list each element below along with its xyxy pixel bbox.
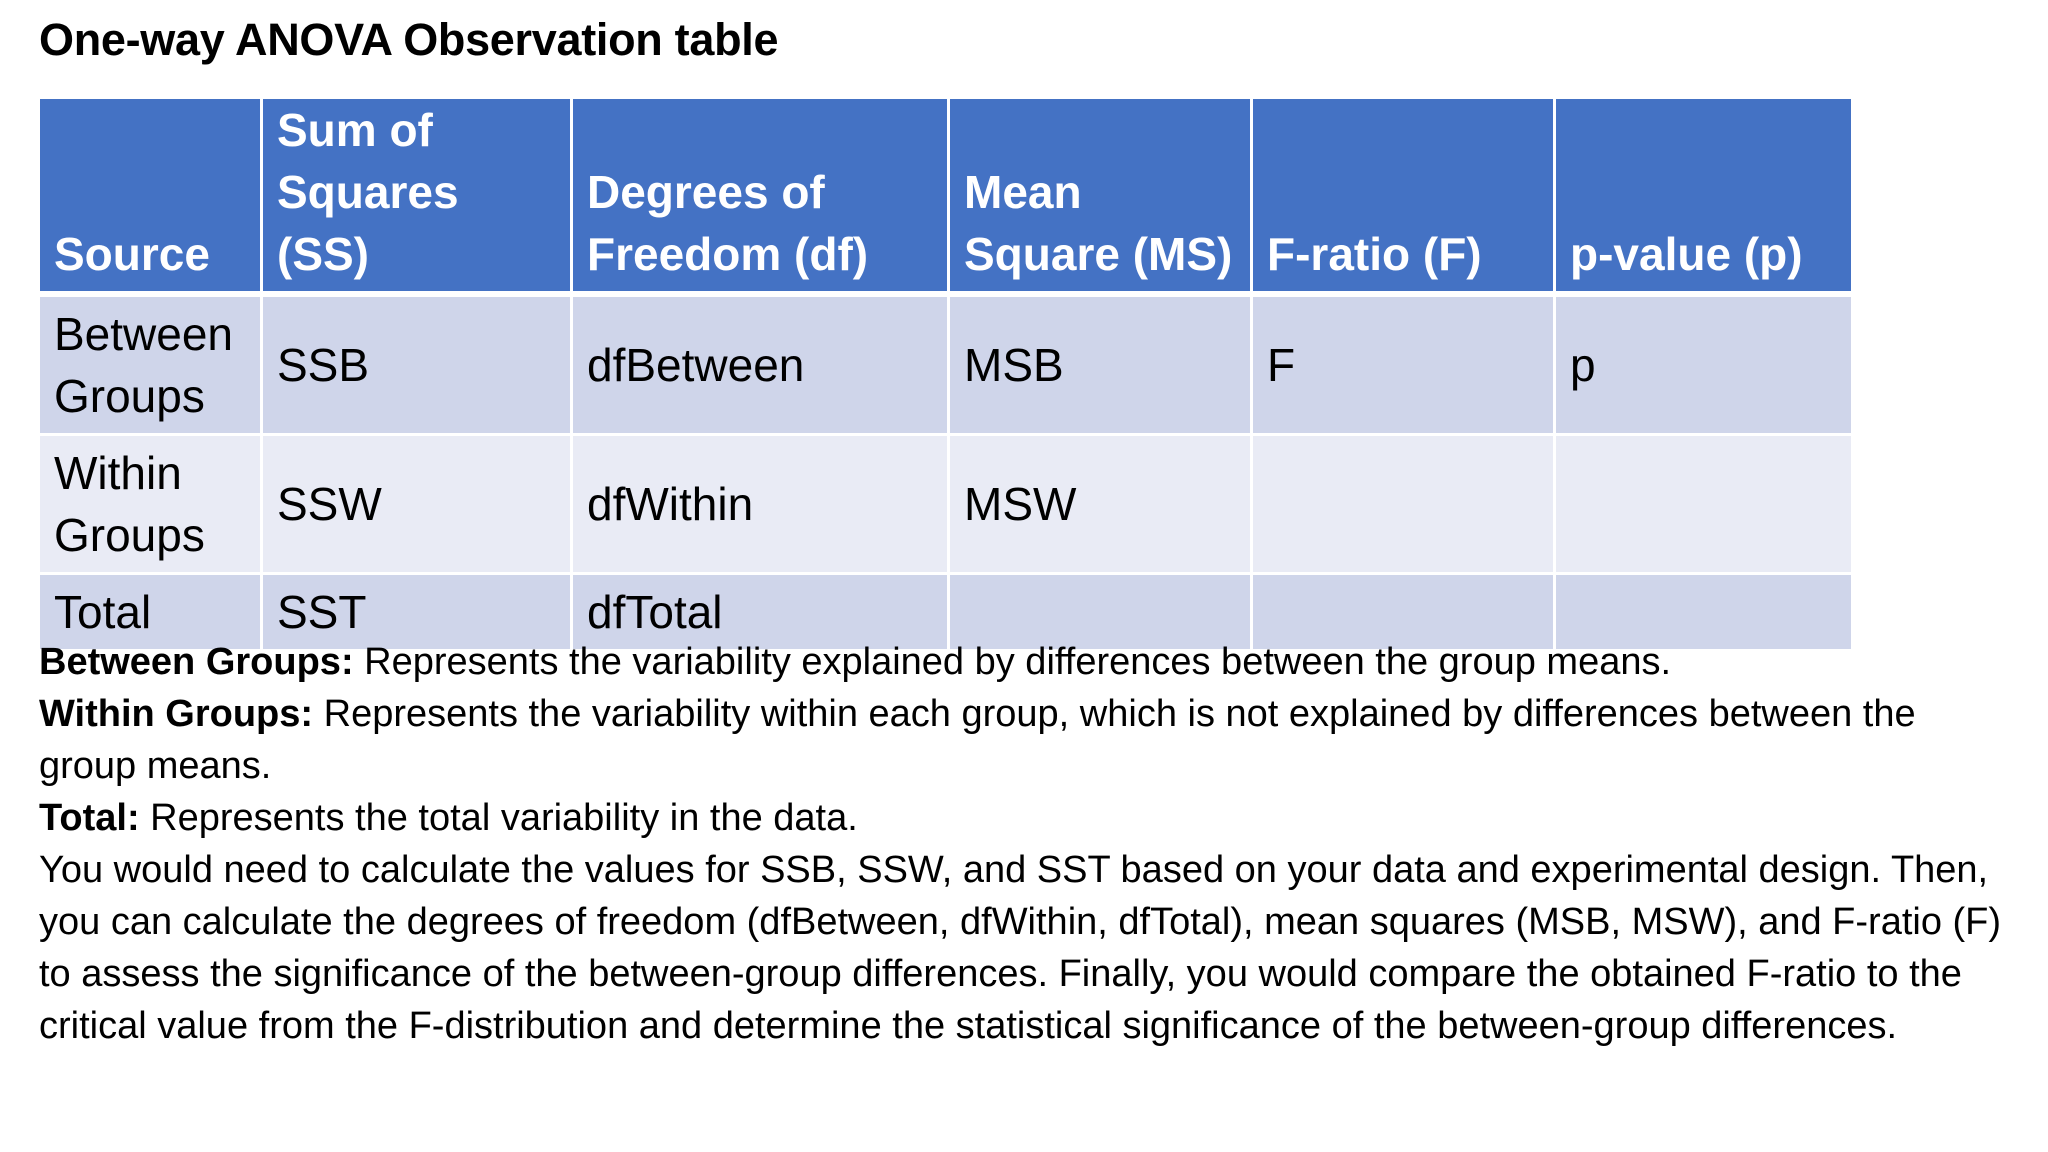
cell-df: dfTotal — [570, 572, 950, 652]
term-definition: Represents the total variability in the … — [139, 797, 858, 839]
header-line: F-ratio (F) — [1267, 228, 1482, 280]
cell-ms — [947, 572, 1253, 652]
cell-ms: MSW — [947, 433, 1253, 575]
header-mean-square: Mean Square (MS) — [947, 96, 1253, 297]
cell-ss: SST — [260, 572, 573, 652]
cell-df: dfBetween — [570, 292, 950, 436]
cell-p — [1553, 572, 1854, 652]
header-f-ratio: F-ratio (F) — [1250, 96, 1556, 297]
header-p-value: p-value (p) — [1553, 96, 1854, 297]
description-within-groups: Within Groups: Represents the variabilit… — [39, 688, 2019, 792]
header-line: Mean — [964, 166, 1082, 218]
term-label: Total: — [39, 797, 140, 839]
header-degrees-of-freedom: Degrees of Freedom (df) — [570, 96, 950, 297]
cell-df: dfWithin — [570, 433, 950, 575]
explanation-paragraph: You would need to calculate the values f… — [39, 849, 2002, 1047]
term-definition: Represents the variability explained by … — [353, 641, 1672, 683]
cell-ss: SSW — [260, 433, 573, 575]
cell-ss: SSB — [260, 292, 573, 436]
description-between-groups: Between Groups: Represents the variabili… — [39, 636, 2019, 688]
header-sum-of-squares: Sum of Squares (SS) — [260, 96, 573, 297]
table-row-between-groups: Between Groups SSB dfBetween MSB F p — [37, 292, 1854, 436]
term-label: Within Groups: — [39, 693, 314, 735]
description-total: Total: Represents the total variability … — [39, 792, 2019, 844]
cell-f — [1250, 433, 1556, 575]
cell-ms: MSB — [947, 292, 1253, 436]
cell-f: F — [1250, 292, 1556, 436]
cell-line: Within — [54, 447, 182, 499]
anova-table: Source Sum of Squares (SS) Degrees of Fr… — [37, 96, 1854, 652]
header-line: Square (MS) — [964, 228, 1233, 280]
cell-source: Within Groups — [37, 433, 263, 575]
header-line: p-value (p) — [1570, 228, 1803, 280]
header-line: Degrees of — [587, 166, 825, 218]
cell-f — [1250, 572, 1556, 652]
header-line: Squares (SS) — [277, 166, 459, 280]
header-line: Source — [54, 228, 210, 280]
header-line: Freedom (df) — [587, 228, 869, 280]
header-source: Source — [37, 96, 263, 297]
cell-line: Groups — [54, 509, 205, 561]
cell-p — [1553, 433, 1854, 575]
cell-line: Groups — [54, 370, 205, 422]
page-title: One-way ANOVA Observation table — [39, 14, 779, 65]
table-row-within-groups: Within Groups SSW dfWithin MSW — [37, 433, 1854, 575]
header-line: Sum of — [277, 104, 433, 156]
cell-source: Total — [37, 572, 263, 652]
term-definition: Represents the variability within each g… — [39, 693, 1916, 787]
cell-source: Between Groups — [37, 292, 263, 436]
description-block: Between Groups: Represents the variabili… — [39, 636, 2019, 1052]
term-label: Between Groups: — [39, 641, 354, 683]
table-row-total: Total SST dfTotal — [37, 572, 1854, 652]
cell-p: p — [1553, 292, 1854, 436]
table-header-row: Source Sum of Squares (SS) Degrees of Fr… — [37, 96, 1854, 297]
cell-line: Between — [54, 308, 234, 360]
